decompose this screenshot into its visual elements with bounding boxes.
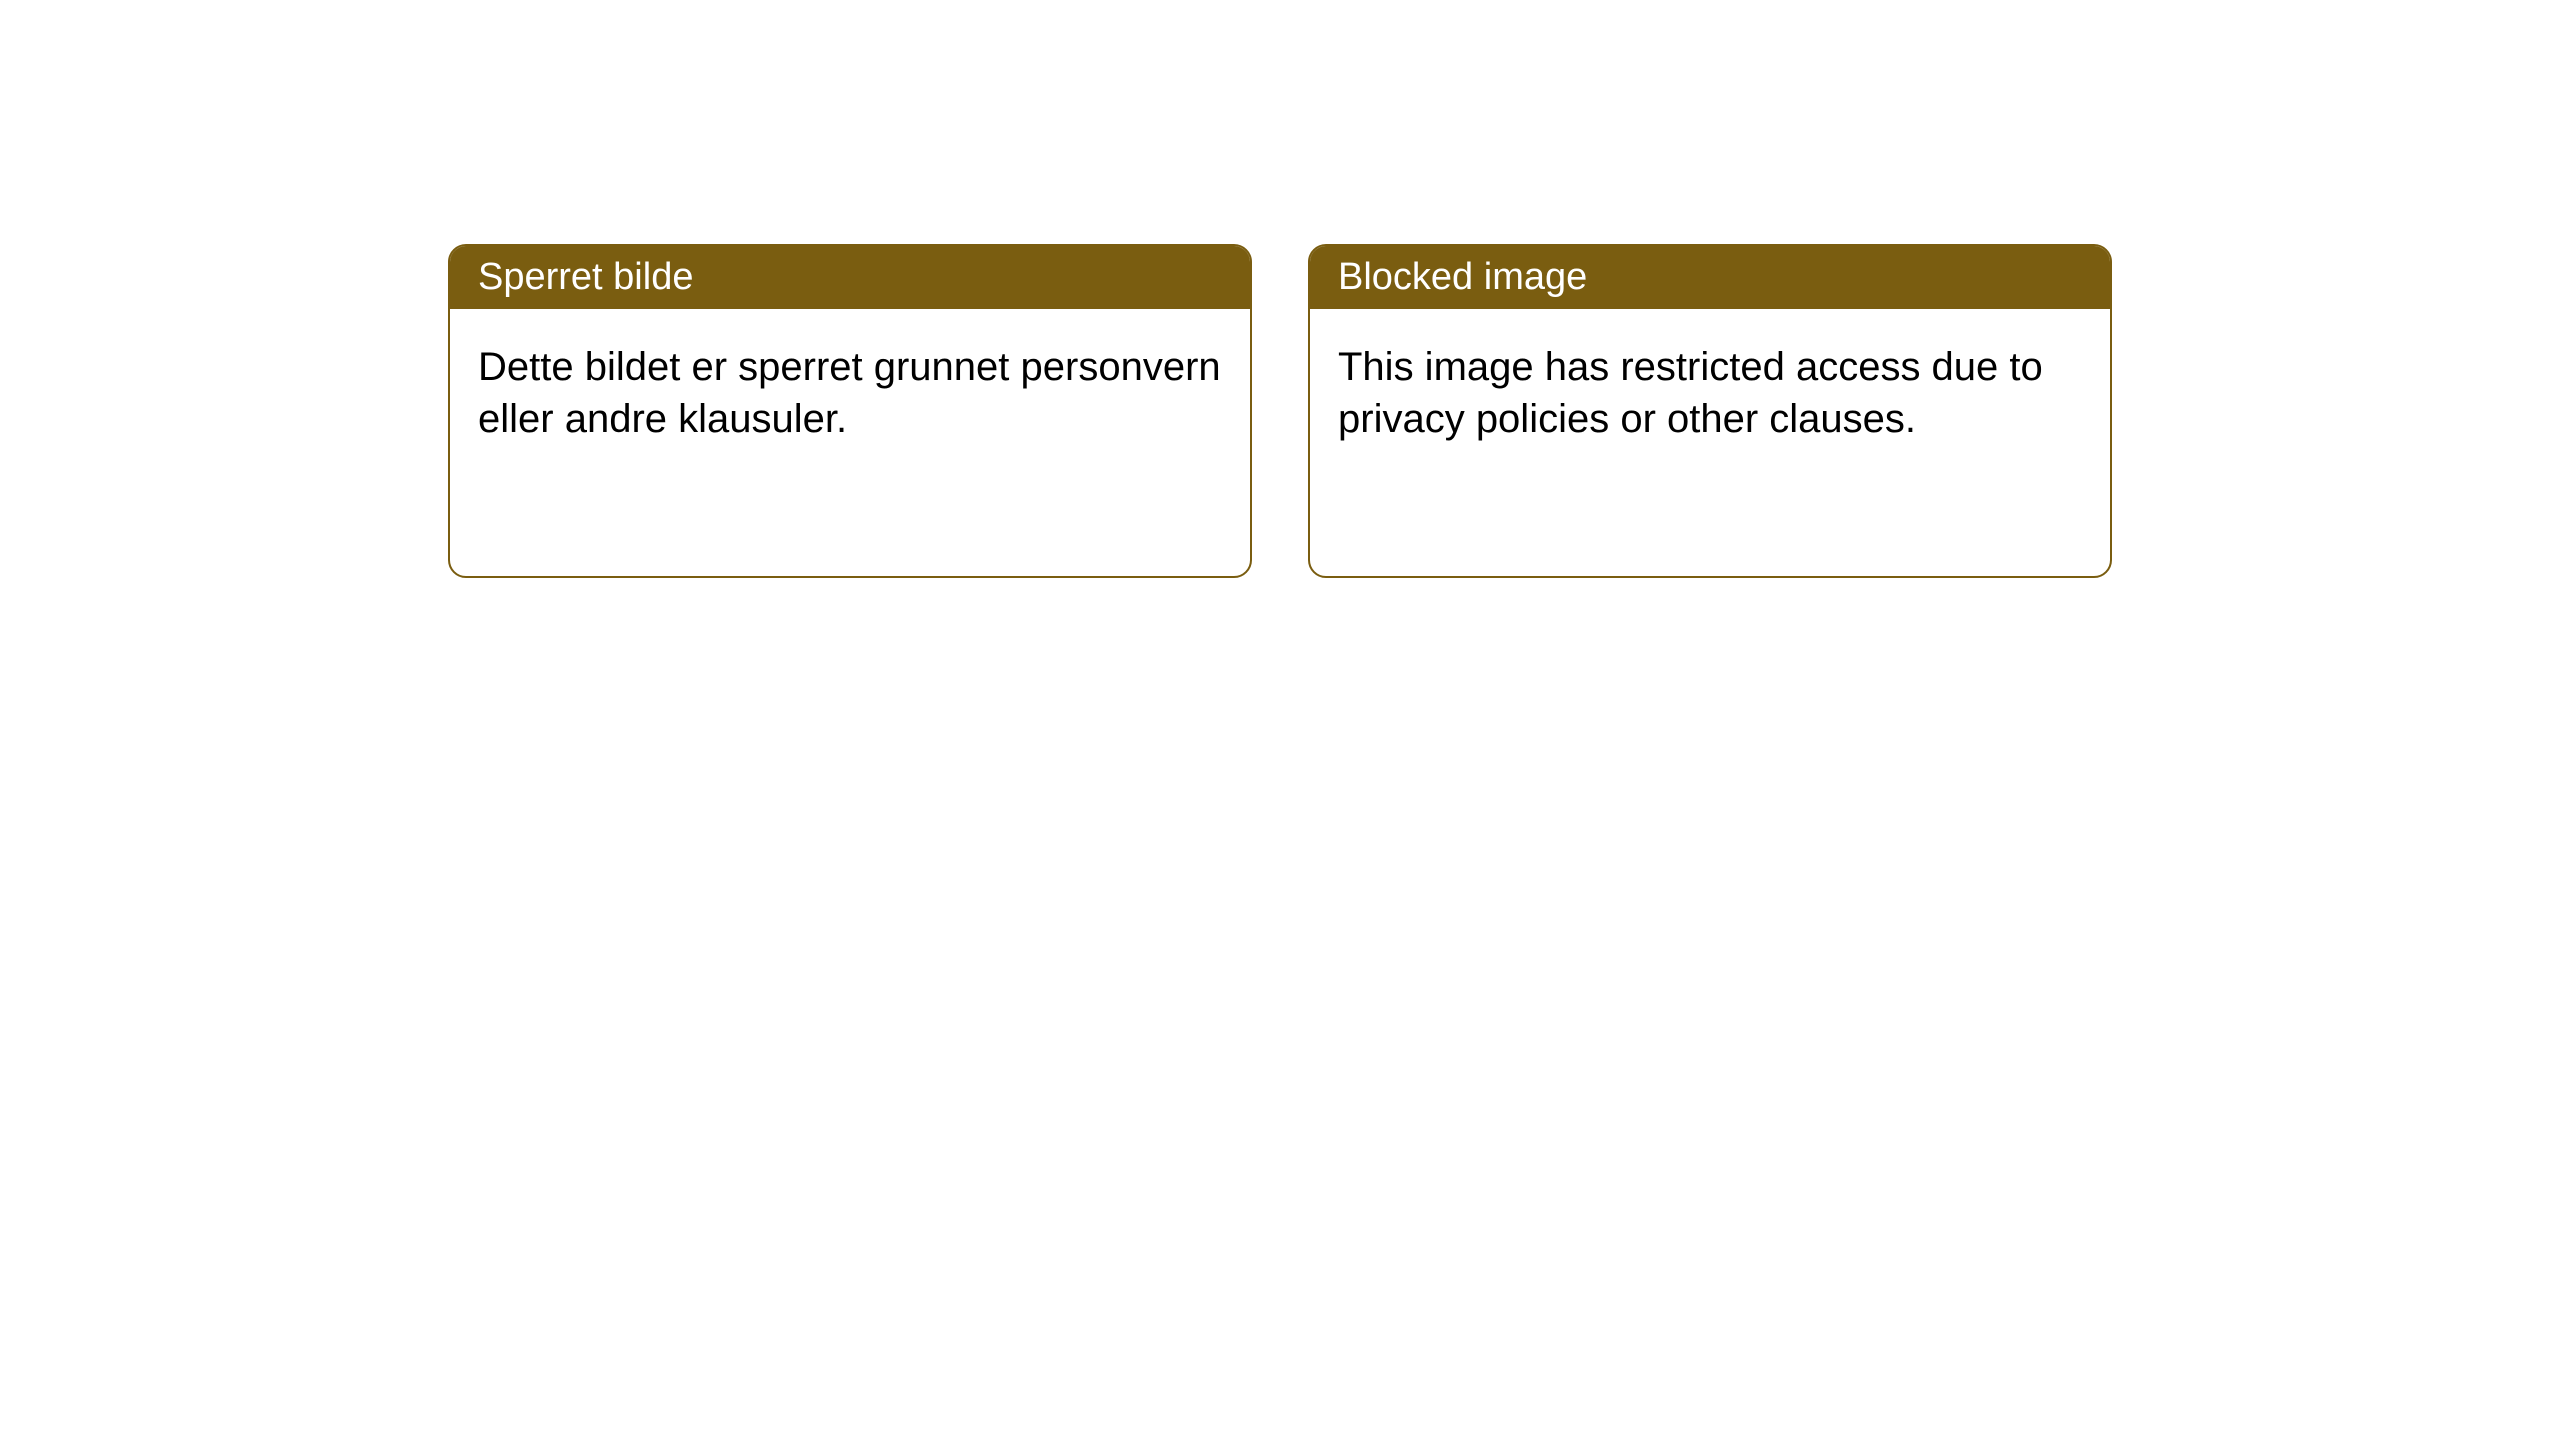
blocked-image-card-no: Sperret bilde Dette bildet er sperret gr… xyxy=(448,244,1252,578)
card-body-text: This image has restricted access due to … xyxy=(1338,345,2043,441)
card-body: Dette bildet er sperret grunnet personve… xyxy=(450,309,1250,477)
card-body-text: Dette bildet er sperret grunnet personve… xyxy=(478,345,1221,441)
cards-container: Sperret bilde Dette bildet er sperret gr… xyxy=(448,244,2112,578)
card-header-label: Sperret bilde xyxy=(478,256,693,298)
card-body: This image has restricted access due to … xyxy=(1310,309,2110,477)
card-header-label: Blocked image xyxy=(1338,256,1587,298)
card-header: Blocked image xyxy=(1310,246,2110,309)
card-header: Sperret bilde xyxy=(450,246,1250,309)
blocked-image-card-en: Blocked image This image has restricted … xyxy=(1308,244,2112,578)
